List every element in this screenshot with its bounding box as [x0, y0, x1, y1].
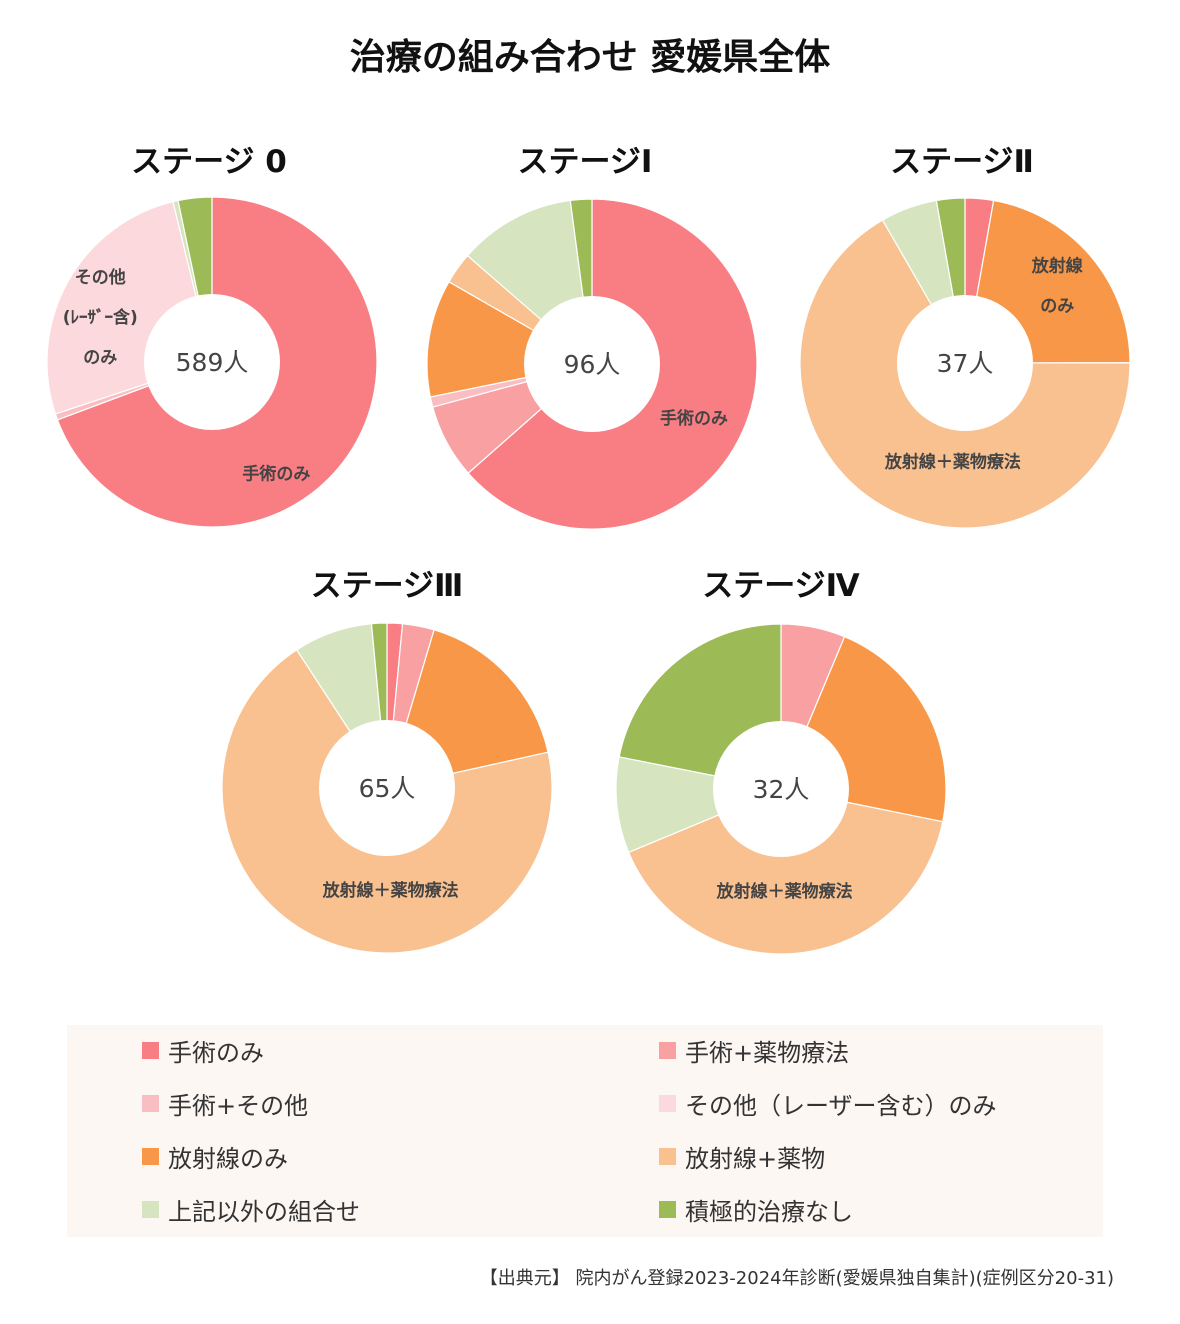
legend-swatch [142, 1200, 159, 1218]
chart-title-stage-3: ステージⅢ [310, 568, 464, 604]
slice-label-radiation-only: のみ [1040, 297, 1074, 317]
legend-swatch [142, 1094, 159, 1112]
chart-title-stage-2: ステージⅡ [890, 144, 1034, 180]
slice-label-radiation-drug: 放射線＋薬物療法 [884, 451, 1021, 472]
donut-hole [713, 721, 849, 857]
donut-hole [897, 295, 1033, 431]
slice-radiation-drug [627, 788, 944, 955]
total-count-label: 37人 [937, 349, 994, 378]
donut-hole [144, 294, 280, 430]
legend-label: その他（レーザー含む）のみ [685, 1091, 997, 1120]
slice-other-combination [615, 756, 784, 854]
slice-label-radiation-drug: 放射線＋薬物療法 [322, 880, 459, 901]
total-count-label: 589人 [176, 348, 249, 377]
slice-label-surgery-only: 手術のみ [660, 408, 728, 429]
legend-label: 手術のみ [168, 1038, 264, 1067]
legend-item-radiation-only: 放射線のみ [142, 1141, 288, 1173]
main-title: 治療の組み合わせ 愛媛県全体 [349, 37, 831, 78]
legend-label: 手術+その他 [168, 1091, 309, 1120]
legend-label: 放射線+薬物 [685, 1144, 826, 1173]
legend-swatch [142, 1147, 159, 1165]
legend-label: 積極的治療なし [685, 1197, 853, 1226]
legend: 手術のみ 手術+薬物療法手術+その他 その他（レーザー含む）のみ放射線のみ 放射線+薬… [67, 1025, 1103, 1237]
legend-item-other-combination: 上記以外の組合せ [142, 1194, 360, 1226]
total-count-label: 32人 [753, 775, 810, 804]
legend-item-surgery-only: 手術のみ [142, 1035, 264, 1067]
legend-swatch [659, 1147, 676, 1165]
legend-label: 上記以外の組合せ [168, 1197, 360, 1226]
slice-label-other-laser-only: のみ [83, 348, 117, 368]
chart-title-stage-1: ステージⅠ [517, 144, 653, 180]
legend-item-surgery-other: 手術+その他 [142, 1088, 309, 1120]
legend-swatch [659, 1200, 676, 1218]
legend-label: 放射線のみ [168, 1144, 288, 1173]
legend-swatch [142, 1041, 159, 1059]
total-count-label: 96人 [564, 350, 621, 379]
legend-swatch [659, 1094, 676, 1112]
slice-label-surgery-only: 手術のみ [242, 464, 310, 485]
legend-item-surgery-drug: 手術+薬物療法 [659, 1035, 850, 1067]
legend-swatch [659, 1041, 676, 1059]
slice-label-radiation-only: 放射線 [1031, 256, 1083, 277]
donut-hole [524, 296, 660, 432]
slice-label-radiation-drug: 放射線＋薬物療法 [716, 881, 853, 902]
legend-label: 手術+薬物療法 [685, 1038, 850, 1067]
slice-label-other-laser-only: (ﾚｰｻﾞｰ含) [63, 307, 138, 328]
total-count-label: 65人 [359, 774, 416, 803]
legend-item-radiation-drug: 放射線+薬物 [659, 1141, 826, 1173]
source-note: 【出典元】 院内がん登録2023-2024年診断(愛媛県独自集計)(症例区分20… [479, 1268, 1114, 1289]
legend-item-other-laser-only: その他（レーザー含む）のみ [659, 1088, 997, 1120]
chart-title-stage-0: ステージ 0 [131, 144, 287, 180]
slice-label-other-laser-only: その他 [75, 267, 126, 288]
chart-title-stage-4: ステージⅣ [702, 568, 860, 604]
legend-item-no-active-treatment: 積極的治療なし [659, 1194, 853, 1226]
donut-hole [319, 720, 455, 856]
